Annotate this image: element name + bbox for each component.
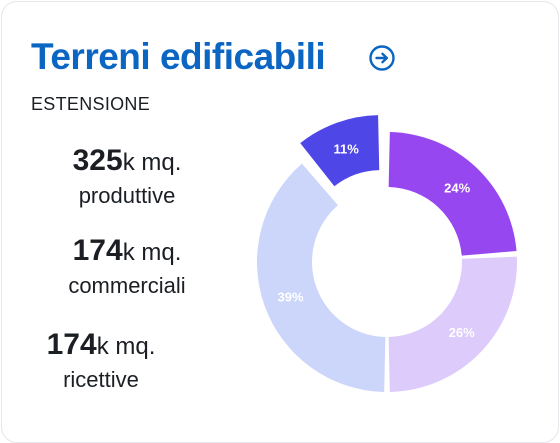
donut-slice[interactable] bbox=[388, 132, 517, 256]
stat-produttive: 325k mq. produttive bbox=[22, 144, 232, 210]
donut-slice[interactable] bbox=[300, 115, 380, 187]
stat-value: 325 bbox=[72, 144, 123, 177]
slice-label: 26% bbox=[449, 325, 475, 340]
slice-label: 39% bbox=[278, 290, 304, 305]
arrow-right-circle-icon[interactable] bbox=[368, 44, 396, 72]
stat-value: 174 bbox=[72, 234, 123, 267]
section-subtitle: ESTENSIONE bbox=[31, 94, 151, 114]
slice-label: 24% bbox=[444, 180, 470, 195]
stat-commerciali: 174k mq. commerciali bbox=[22, 234, 232, 300]
stat-value: 174 bbox=[46, 328, 97, 361]
stat-unit: k mq. bbox=[96, 333, 156, 360]
stat-label: produttive bbox=[78, 183, 176, 208]
stat-label: commerciali bbox=[68, 273, 186, 298]
card-title: Terreni edificabili bbox=[31, 36, 326, 77]
slice-label: 11% bbox=[334, 142, 360, 157]
donut-slice[interactable] bbox=[388, 256, 517, 392]
stat-ricettive: 174k mq. ricettive bbox=[0, 328, 206, 394]
donut-chart: 11% 24% 26% 39% bbox=[257, 115, 517, 392]
stat-unit: k mq. bbox=[122, 149, 182, 176]
stat-label: ricettive bbox=[63, 367, 139, 392]
stat-unit: k mq. bbox=[122, 239, 182, 266]
donut-slice[interactable] bbox=[257, 163, 386, 392]
